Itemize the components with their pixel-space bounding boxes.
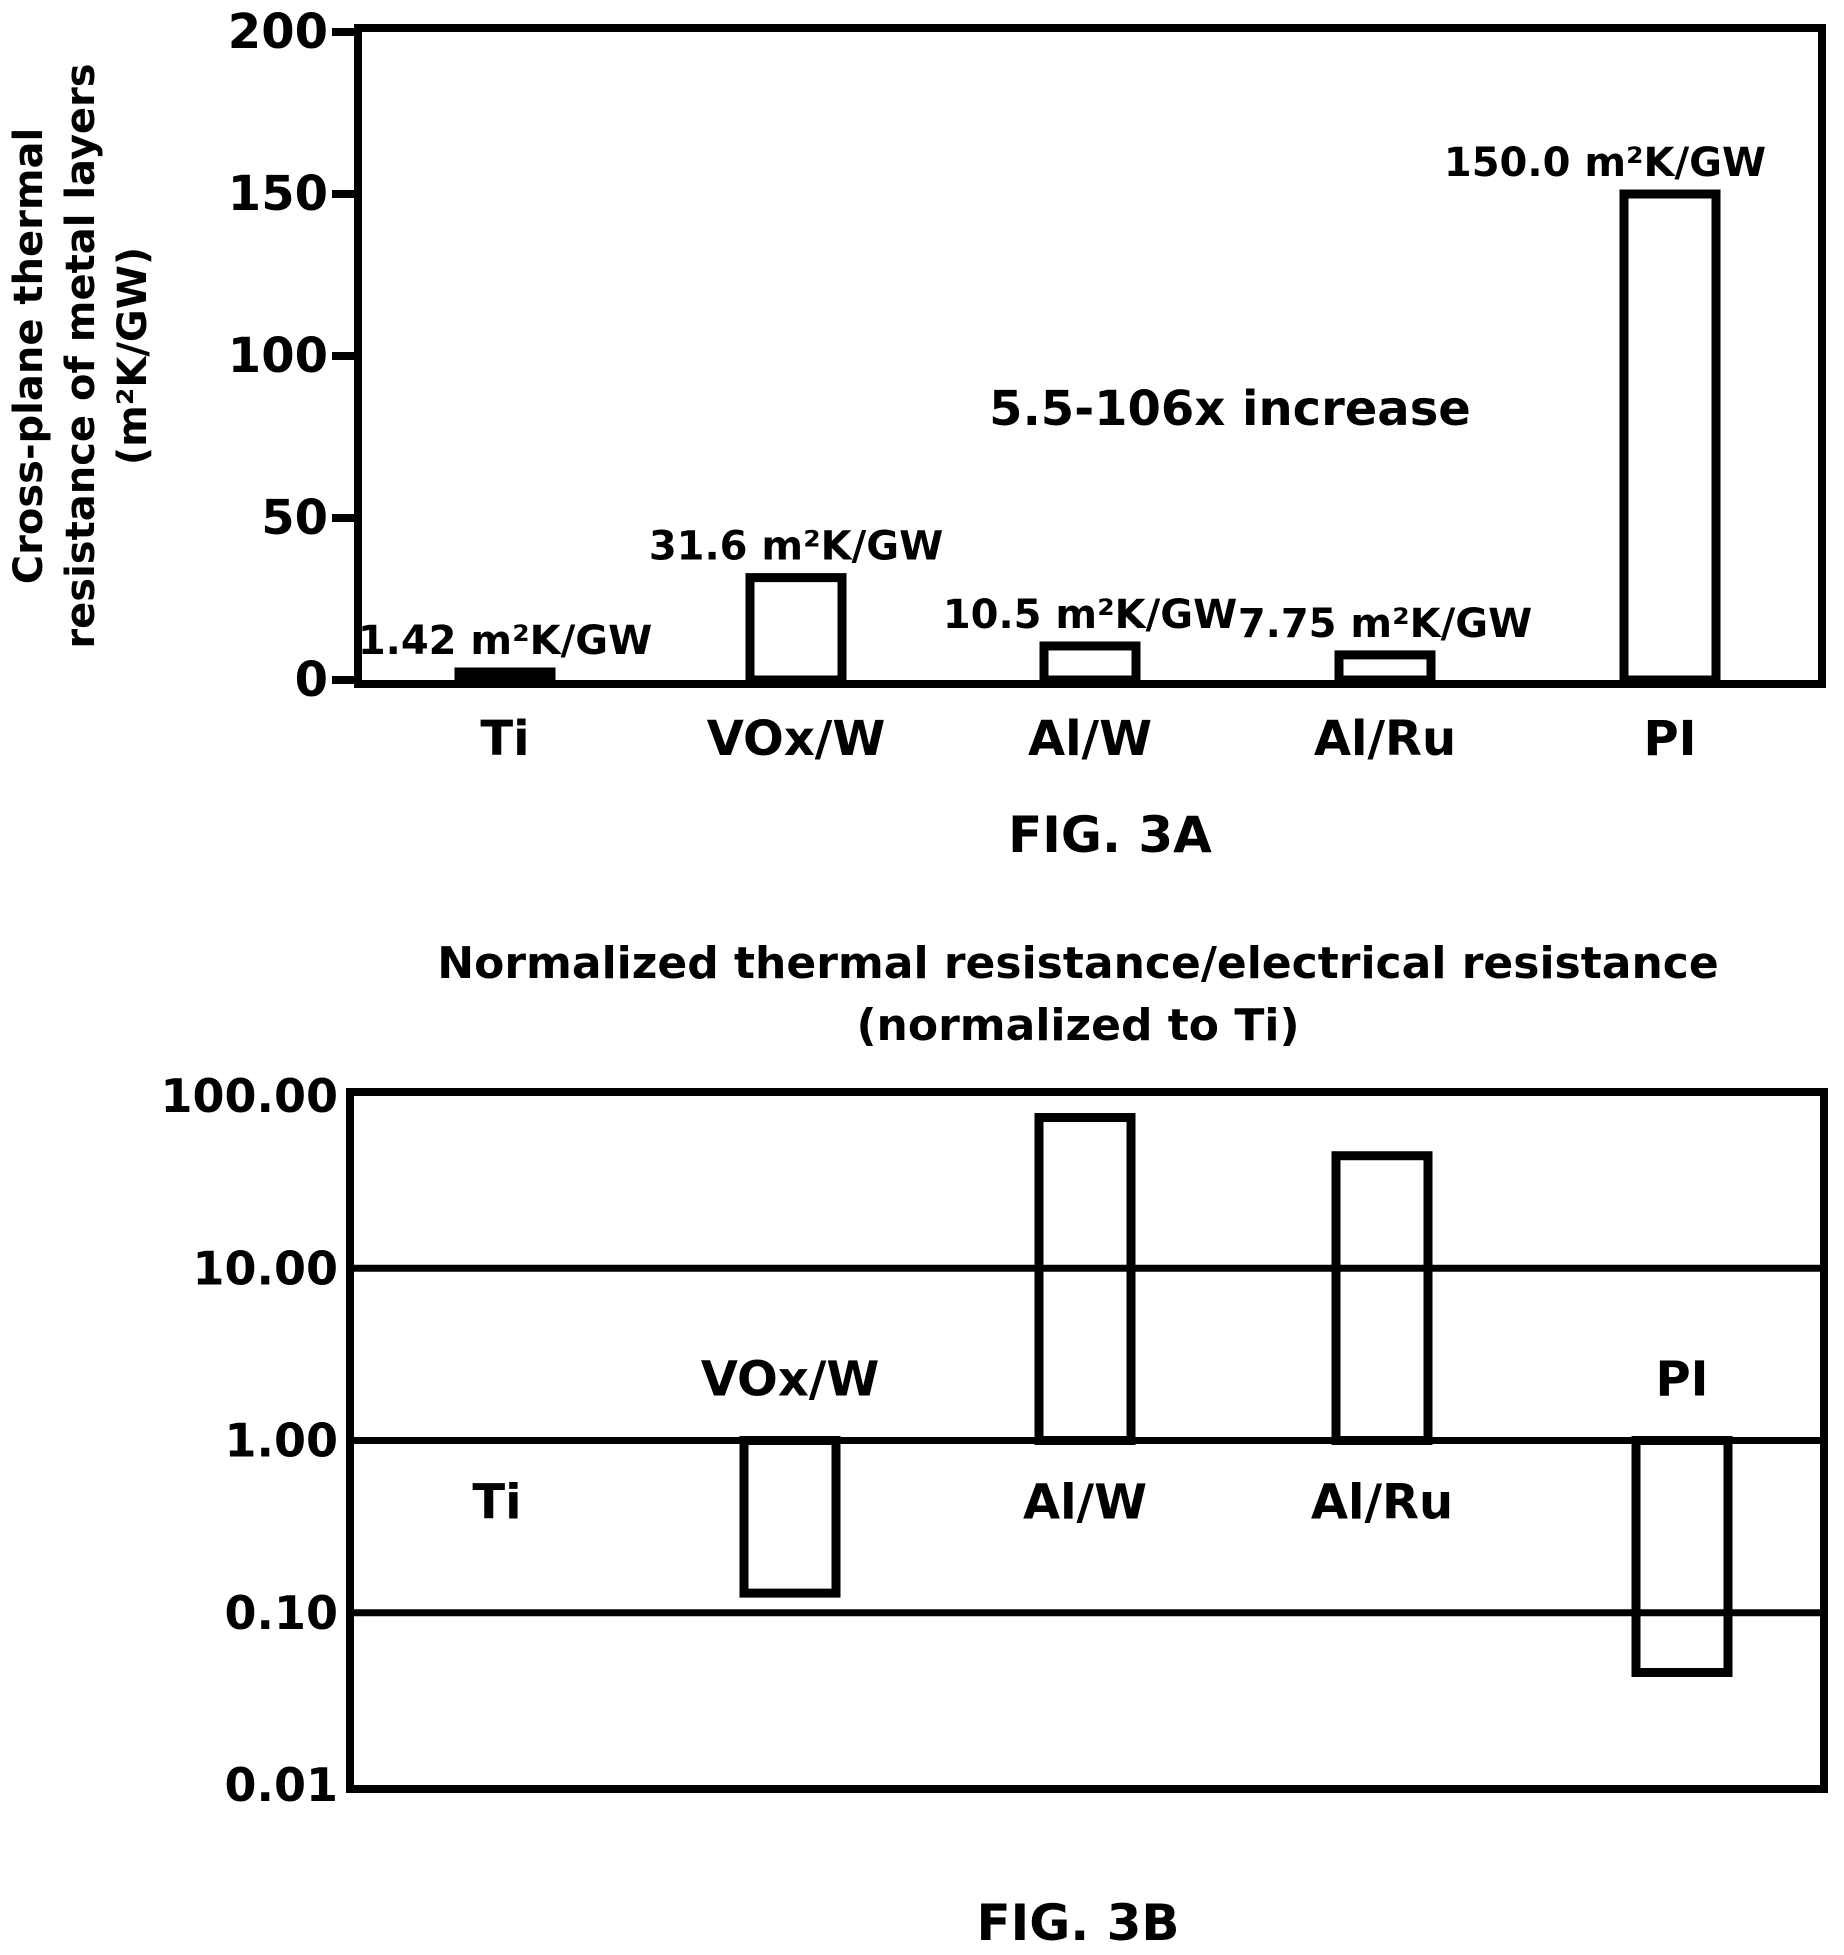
- chart-3a: 0 50 100 150 200 Cross-plane thermal resista…: [6, 4, 1826, 864]
- chart-3b-category-label: Al/W: [1023, 1475, 1147, 1531]
- chart-3a-plot-frame: [354, 24, 1826, 688]
- chart-3a-data-label: 31.6 m²K/GW: [649, 524, 943, 570]
- chart-3b-bar: [1331, 1151, 1433, 1445]
- chart-3a-y-tick-label: 100: [228, 328, 328, 384]
- chart-3b-plot-frame: [346, 1088, 1828, 1793]
- chart-3b-bar: [1631, 1436, 1733, 1677]
- chart-3b-y-tick-label: 0.01: [225, 1758, 339, 1812]
- chart-3b-category-label: Ti: [472, 1475, 521, 1531]
- chart-3a-x-tick-label: Ti: [480, 711, 529, 767]
- chart-3a-data-label: 150.0 m²K/GW: [1444, 140, 1766, 186]
- chart-3a-caption: FIG. 3A: [1008, 806, 1212, 864]
- chart-3a-bar: [1334, 650, 1436, 685]
- chart-3a-ylabel-line-3: (m²K/GW): [110, 247, 156, 465]
- chart-3a-y-tick-label: 150: [228, 166, 328, 222]
- chart-3a-y-axis: 0 50 100 150 200: [228, 4, 358, 708]
- chart-3a-y-axis-label: Cross-plane thermal resistance of metal …: [6, 63, 156, 648]
- chart-3a-x-tick-label: VOx/W: [707, 711, 886, 767]
- chart-3a-y-tick-label: 0: [295, 652, 328, 708]
- chart-3a-ylabel-line-1: Cross-plane thermal: [6, 128, 52, 584]
- chart-3a-data-label: 1.42 m²K/GW: [358, 618, 652, 664]
- chart-3b-category-label: Al/Ru: [1311, 1475, 1453, 1531]
- chart-3a-x-tick-label: Al/Ru: [1314, 711, 1456, 767]
- chart-3a-x-tick-label: PI: [1643, 711, 1696, 767]
- chart-3b-caption: FIG. 3B: [976, 1894, 1179, 1952]
- chart-3b-bar: [1034, 1113, 1136, 1446]
- chart-3b-y-tick-label: 100.00: [160, 1069, 338, 1123]
- chart-3a-y-tick-label: 50: [261, 490, 328, 546]
- chart-3b-y-tick-label: 1.00: [225, 1414, 339, 1468]
- chart-3a-ylabel-line-2: resistance of metal layers: [58, 63, 104, 648]
- chart-3a-y-tick-label: 200: [228, 4, 328, 60]
- chart-3a-bar: [454, 667, 556, 685]
- chart-3a-bar: [1039, 641, 1141, 685]
- chart-3b-category-label: VOx/W: [701, 1352, 880, 1408]
- chart-3a-x-tick-label: Al/W: [1028, 711, 1152, 767]
- chart-3b-bar: [739, 1436, 841, 1598]
- chart-3a-data-label: 7.75 m²K/GW: [1238, 601, 1532, 647]
- chart-3b-y-axis: 0.01 0.10 1.00 10.00 100.00: [160, 1069, 338, 1812]
- chart-3b: Normalized thermal resistance/electrical…: [160, 938, 1828, 1952]
- chart-3a-x-axis: Ti VOx/W Al/W Al/Ru PI: [480, 711, 1696, 767]
- chart-3a-bar: [745, 573, 847, 685]
- chart-3a-annotation: 5.5-106x increase: [989, 381, 1471, 437]
- chart-3a-data-label: 10.5 m²K/GW: [943, 592, 1237, 638]
- chart-3a-bars: [454, 189, 1721, 685]
- chart-3a-bar: [1619, 189, 1721, 685]
- chart-3b-bars: [739, 1113, 1733, 1677]
- chart-3b-category-labels: Ti VOx/W Al/W Al/Ru PI: [472, 1352, 1708, 1531]
- chart-3b-category-label: PI: [1655, 1352, 1708, 1408]
- chart-3b-y-tick-label: 0.10: [225, 1586, 339, 1640]
- chart-3b-y-tick-label: 10.00: [192, 1241, 338, 1295]
- chart-3b-title-line-2: (normalized to Ti): [856, 1000, 1299, 1051]
- chart-3b-title-line-1: Normalized thermal resistance/electrical…: [437, 938, 1718, 989]
